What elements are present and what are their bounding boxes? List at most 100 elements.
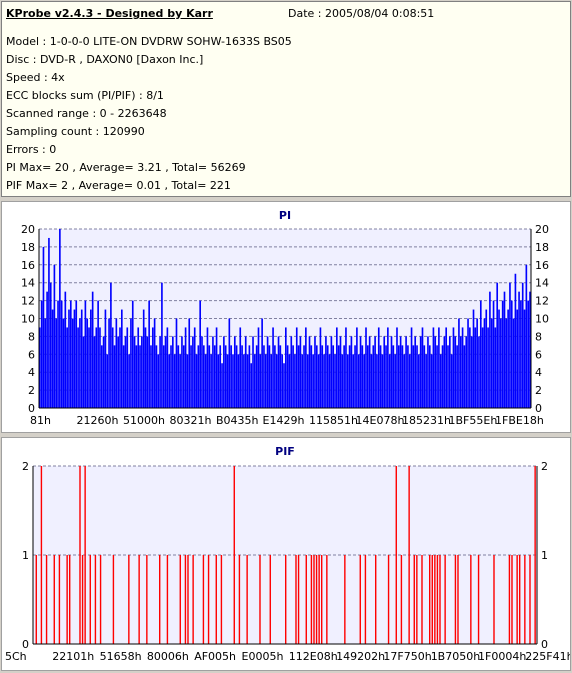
data-bar — [365, 327, 367, 408]
data-bar — [439, 555, 441, 644]
data-bar — [297, 555, 300, 644]
data-bar — [463, 345, 466, 408]
data-bar — [399, 336, 402, 408]
data-bar — [312, 354, 314, 408]
data-bar — [161, 282, 163, 408]
data-bar — [310, 345, 313, 408]
data-bar — [348, 345, 351, 408]
data-bar — [524, 555, 526, 644]
data-bar — [478, 336, 480, 408]
data-bar — [469, 327, 471, 408]
x-tick-label: 17F750h — [383, 650, 431, 663]
data-bar — [388, 354, 391, 408]
data-bar — [40, 466, 43, 644]
data-bar — [290, 336, 293, 408]
data-bar — [184, 555, 187, 644]
data-bar — [88, 327, 90, 408]
data-bar — [177, 345, 180, 408]
data-bar — [412, 345, 415, 408]
x-tick-label: 1B7050h — [431, 650, 481, 663]
data-bar — [449, 336, 451, 408]
data-bar — [53, 555, 55, 644]
data-bar — [71, 318, 74, 408]
data-bar — [135, 345, 138, 408]
data-bar — [493, 555, 495, 644]
pif-chart: PIF 0 0 1 1 2 2 5Ch 22101h 51658h 80006h AF005h E000… — [5, 445, 572, 663]
data-bar — [79, 318, 81, 408]
data-bar — [326, 345, 329, 408]
data-bar — [51, 309, 54, 408]
data-bar — [237, 354, 240, 408]
data-bar — [146, 555, 148, 644]
data-bar — [238, 555, 241, 644]
data-bar — [141, 336, 143, 408]
data-bar — [108, 318, 110, 408]
data-bar — [203, 345, 205, 408]
pi-stats-line: PI Max= 20 , Average= 3.21 , Total= 5626… — [6, 161, 246, 174]
data-bar — [443, 336, 446, 408]
data-bar — [465, 336, 468, 408]
data-bar — [413, 555, 415, 644]
data-bar — [283, 363, 285, 408]
data-bar — [212, 336, 214, 408]
data-bar — [354, 345, 356, 408]
data-bar — [102, 336, 105, 408]
data-bar — [379, 345, 382, 408]
data-bar — [57, 300, 59, 408]
data-bar — [166, 555, 169, 644]
data-bar — [117, 336, 119, 408]
chart-title: PIF — [275, 445, 295, 458]
x-tick-label: 1FBE18h — [495, 414, 544, 427]
data-bar — [45, 555, 48, 644]
data-bar — [39, 327, 41, 408]
data-bar — [436, 345, 438, 408]
data-bar — [315, 555, 318, 644]
data-bar — [235, 345, 238, 408]
data-bar — [215, 327, 218, 408]
data-bar — [397, 345, 400, 408]
data-bar — [370, 354, 373, 408]
data-bar — [64, 291, 67, 408]
data-bar — [423, 345, 426, 408]
data-bar — [434, 555, 436, 644]
data-bar — [344, 555, 346, 644]
data-bar — [286, 345, 289, 408]
ecc-line: ECC blocks sum (PI/PIF) : 8/1 — [6, 89, 164, 102]
y-tick-label-left: 0 — [22, 638, 29, 651]
data-bar — [357, 354, 360, 408]
data-bar — [122, 345, 125, 408]
data-bar — [385, 345, 387, 408]
data-bar — [113, 345, 116, 408]
data-bar — [89, 555, 91, 644]
data-bar — [261, 318, 263, 408]
data-bar — [337, 345, 340, 408]
data-bar — [419, 336, 422, 408]
data-bar — [314, 336, 316, 408]
data-bar — [405, 336, 407, 408]
data-bar — [454, 336, 457, 408]
data-bar — [90, 309, 92, 408]
scan-date: Date : 2005/08/04 0:08:51 — [288, 7, 435, 20]
data-bar — [137, 327, 140, 408]
data-bar — [48, 237, 50, 408]
data-bar — [49, 282, 52, 408]
data-bar — [139, 345, 141, 408]
y-tick-label-left: 12 — [21, 295, 35, 308]
app-title: KProbe v2.4.3 - Designed by Karr — [6, 7, 213, 20]
data-bar — [82, 336, 85, 408]
data-bar — [295, 555, 297, 644]
data-bar — [523, 309, 526, 408]
data-bar — [35, 555, 37, 644]
data-bar — [317, 354, 320, 408]
data-bar — [187, 555, 189, 644]
data-bar — [339, 336, 342, 408]
y-tick-label-left: 18 — [21, 241, 35, 254]
data-bar — [144, 327, 147, 408]
data-bar — [364, 555, 367, 644]
data-bar — [121, 309, 123, 408]
data-bar — [62, 318, 65, 408]
data-bar — [259, 555, 261, 644]
data-bar — [428, 345, 431, 408]
data-bar — [94, 555, 97, 644]
data-bar — [363, 354, 365, 408]
